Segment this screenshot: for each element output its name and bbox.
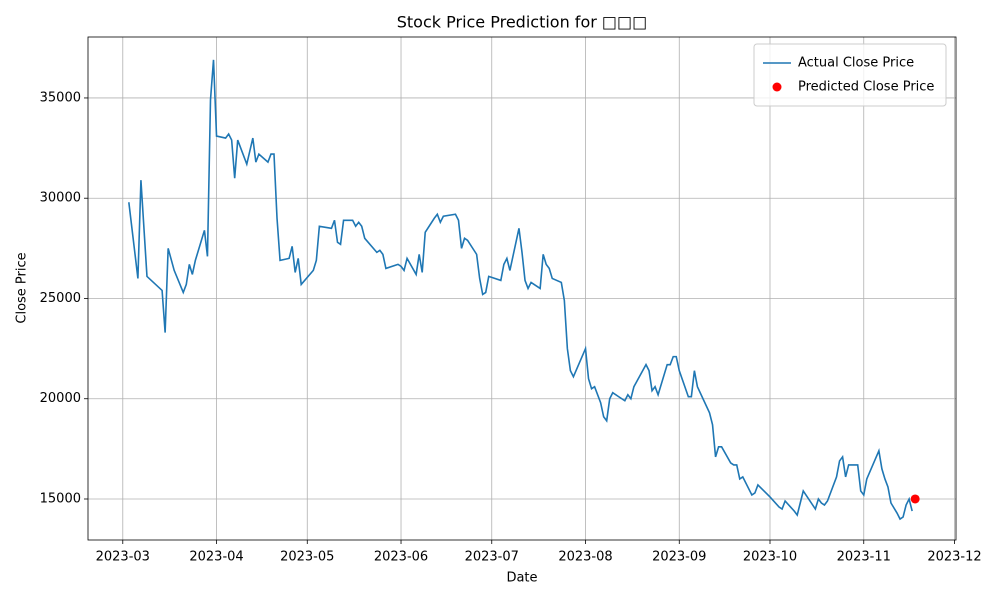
x-tick-label: 2023-03 [96,550,150,565]
legend-label: Actual Close Price [798,56,914,71]
x-tick-label: 2023-05 [280,550,334,565]
x-axis-label: Date [506,571,537,586]
chart-title: Stock Price Prediction for □□□ [397,13,648,32]
plot-frame [87,36,957,541]
x-tick-label: 2023-10 [743,550,797,565]
legend-label: Predicted Close Price [798,80,934,95]
x-tick-label: 2023-12 [927,550,981,565]
legend-swatch [772,82,782,92]
legend-box [753,43,947,107]
x-tick-label: 2023-09 [652,550,706,565]
x-tick-label: 2023-07 [465,550,519,565]
y-tick-label: 25000 [40,291,81,306]
price-line [128,59,913,521]
x-tick-label: 2023-08 [558,550,612,565]
y-tick-label: 35000 [40,90,81,105]
x-tick-label: 2023-06 [374,550,428,565]
y-tick-label: 20000 [40,391,81,406]
x-tick-label: 2023-11 [837,550,891,565]
y-axis-label: Close Price [15,252,30,323]
y-tick-label: 15000 [40,491,81,506]
y-tick-label: 30000 [40,191,81,206]
x-tick-label: 2023-04 [189,550,243,565]
prediction-point [910,494,920,504]
